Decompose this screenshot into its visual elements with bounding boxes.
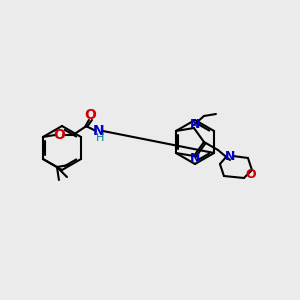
- Text: N: N: [190, 118, 200, 131]
- Text: N: N: [225, 149, 235, 163]
- Text: N: N: [190, 152, 200, 166]
- Text: H: H: [96, 133, 104, 143]
- Text: O: O: [246, 167, 256, 181]
- Text: O: O: [84, 108, 96, 122]
- Text: O: O: [53, 128, 65, 142]
- Text: N: N: [93, 124, 105, 138]
